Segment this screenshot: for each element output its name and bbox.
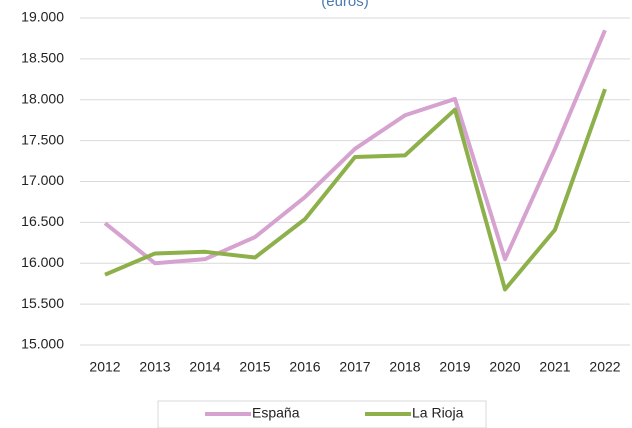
legend-label: España	[252, 405, 300, 421]
y-tick-label: 18.000	[21, 90, 64, 106]
x-tick-label: 2015	[239, 359, 270, 375]
y-tick-label: 17.500	[21, 131, 64, 147]
y-tick-label: 16.500	[21, 213, 64, 229]
legend-box	[157, 400, 487, 428]
x-tick-label: 2013	[139, 359, 170, 375]
y-tick-label: 18.500	[21, 50, 64, 66]
y-tick-label: 16.000	[21, 254, 64, 270]
x-tick-label: 2017	[339, 359, 370, 375]
x-tick-label: 2016	[289, 359, 320, 375]
y-tick-label: 17.000	[21, 172, 64, 188]
x-tick-label: 2012	[89, 359, 120, 375]
line	[104, 88, 607, 292]
line	[103, 29, 607, 266]
x-tick-label: 2021	[539, 359, 570, 375]
chart-title: (euros)	[321, 0, 369, 10]
legend-label: La Rioja	[412, 405, 464, 421]
x-tick-label: 2014	[189, 359, 220, 375]
x-tick-label: 2020	[489, 359, 520, 375]
y-tick-label: 15.500	[21, 295, 64, 311]
x-tick-label: 2022	[589, 359, 620, 375]
y-tick-label: 19.000	[21, 9, 64, 25]
y-tick-label: 15.000	[21, 336, 64, 352]
x-tick-label: 2019	[439, 359, 470, 375]
x-tick-label: 2018	[389, 359, 420, 375]
